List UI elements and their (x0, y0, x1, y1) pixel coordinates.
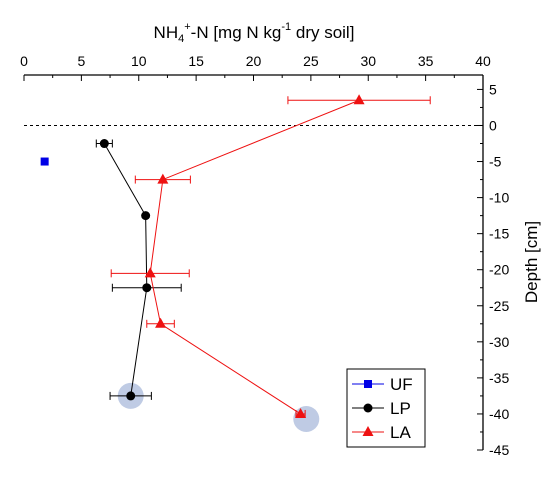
y-tick-label: -20 (489, 262, 509, 278)
x-axis-ticks: 0 5 10 15 20 25 30 35 40 (20, 53, 491, 81)
y-tick-label: -25 (489, 298, 509, 314)
legend-label: LP (390, 399, 411, 418)
legend-marker (364, 380, 372, 388)
x-tick-label: 5 (77, 53, 85, 69)
data-point (99, 139, 109, 149)
legend-label: LA (390, 423, 411, 442)
series-la (110, 94, 431, 418)
highlight-circle (293, 405, 320, 432)
x-tick-label: 35 (418, 53, 434, 69)
legend-label: UF (390, 375, 413, 394)
y-axis-ticks: 5 0 -5 -10 -15 -20 -25 -30 -35 -40 -45 (477, 81, 509, 458)
y-tick-label: -15 (489, 226, 509, 242)
x-tick-label: 25 (303, 53, 319, 69)
x-axis-title-superscript: + (184, 21, 190, 33)
y-tick-label: 5 (489, 81, 497, 97)
data-point (141, 211, 151, 221)
x-tick-label: 0 (20, 53, 28, 69)
x-axis-title-subscript: 4 (178, 33, 184, 45)
data-point (142, 283, 152, 293)
x-tick-label: 15 (188, 53, 204, 69)
x-tick-label: 10 (131, 53, 147, 69)
data-point (40, 157, 49, 166)
data-point (353, 94, 365, 105)
legend-marker (362, 426, 374, 436)
x-axis-title-unit-superscript: -1 (281, 21, 291, 33)
legend-marker (363, 403, 373, 413)
y-tick-label: -5 (489, 154, 502, 170)
data-point (126, 391, 136, 401)
series-lp (95, 139, 182, 401)
x-tick-label: 40 (475, 53, 491, 69)
x-tick-label: 30 (360, 53, 376, 69)
series-line (149, 99, 360, 415)
data-point (157, 173, 169, 184)
y-tick-label: -30 (489, 334, 509, 350)
series-uf (40, 157, 49, 166)
highlight-circles (117, 382, 320, 432)
series-line (103, 143, 148, 396)
y-tick-label: -45 (489, 442, 509, 458)
data-point (295, 407, 307, 418)
x-axis-title: NH4+-N [mg N kg-1 dry soil] (154, 21, 355, 45)
x-tick-label: 20 (246, 53, 262, 69)
data-point (155, 317, 167, 328)
x-axis-title-unit: -N [mg N kg (191, 23, 282, 42)
x-axis-title-unit-end: dry soil] (291, 23, 354, 42)
y-tick-label: -35 (489, 370, 509, 386)
data-series (40, 94, 431, 418)
y-tick-label: 0 (489, 117, 497, 133)
y-tick-label: -40 (489, 406, 509, 422)
x-axis-title-nh: NH (154, 23, 179, 42)
legend: UF LP LA (346, 368, 426, 448)
y-tick-label: -10 (489, 190, 509, 206)
data-point (144, 267, 156, 278)
y-axis-title: Depth [cm] (522, 221, 541, 303)
